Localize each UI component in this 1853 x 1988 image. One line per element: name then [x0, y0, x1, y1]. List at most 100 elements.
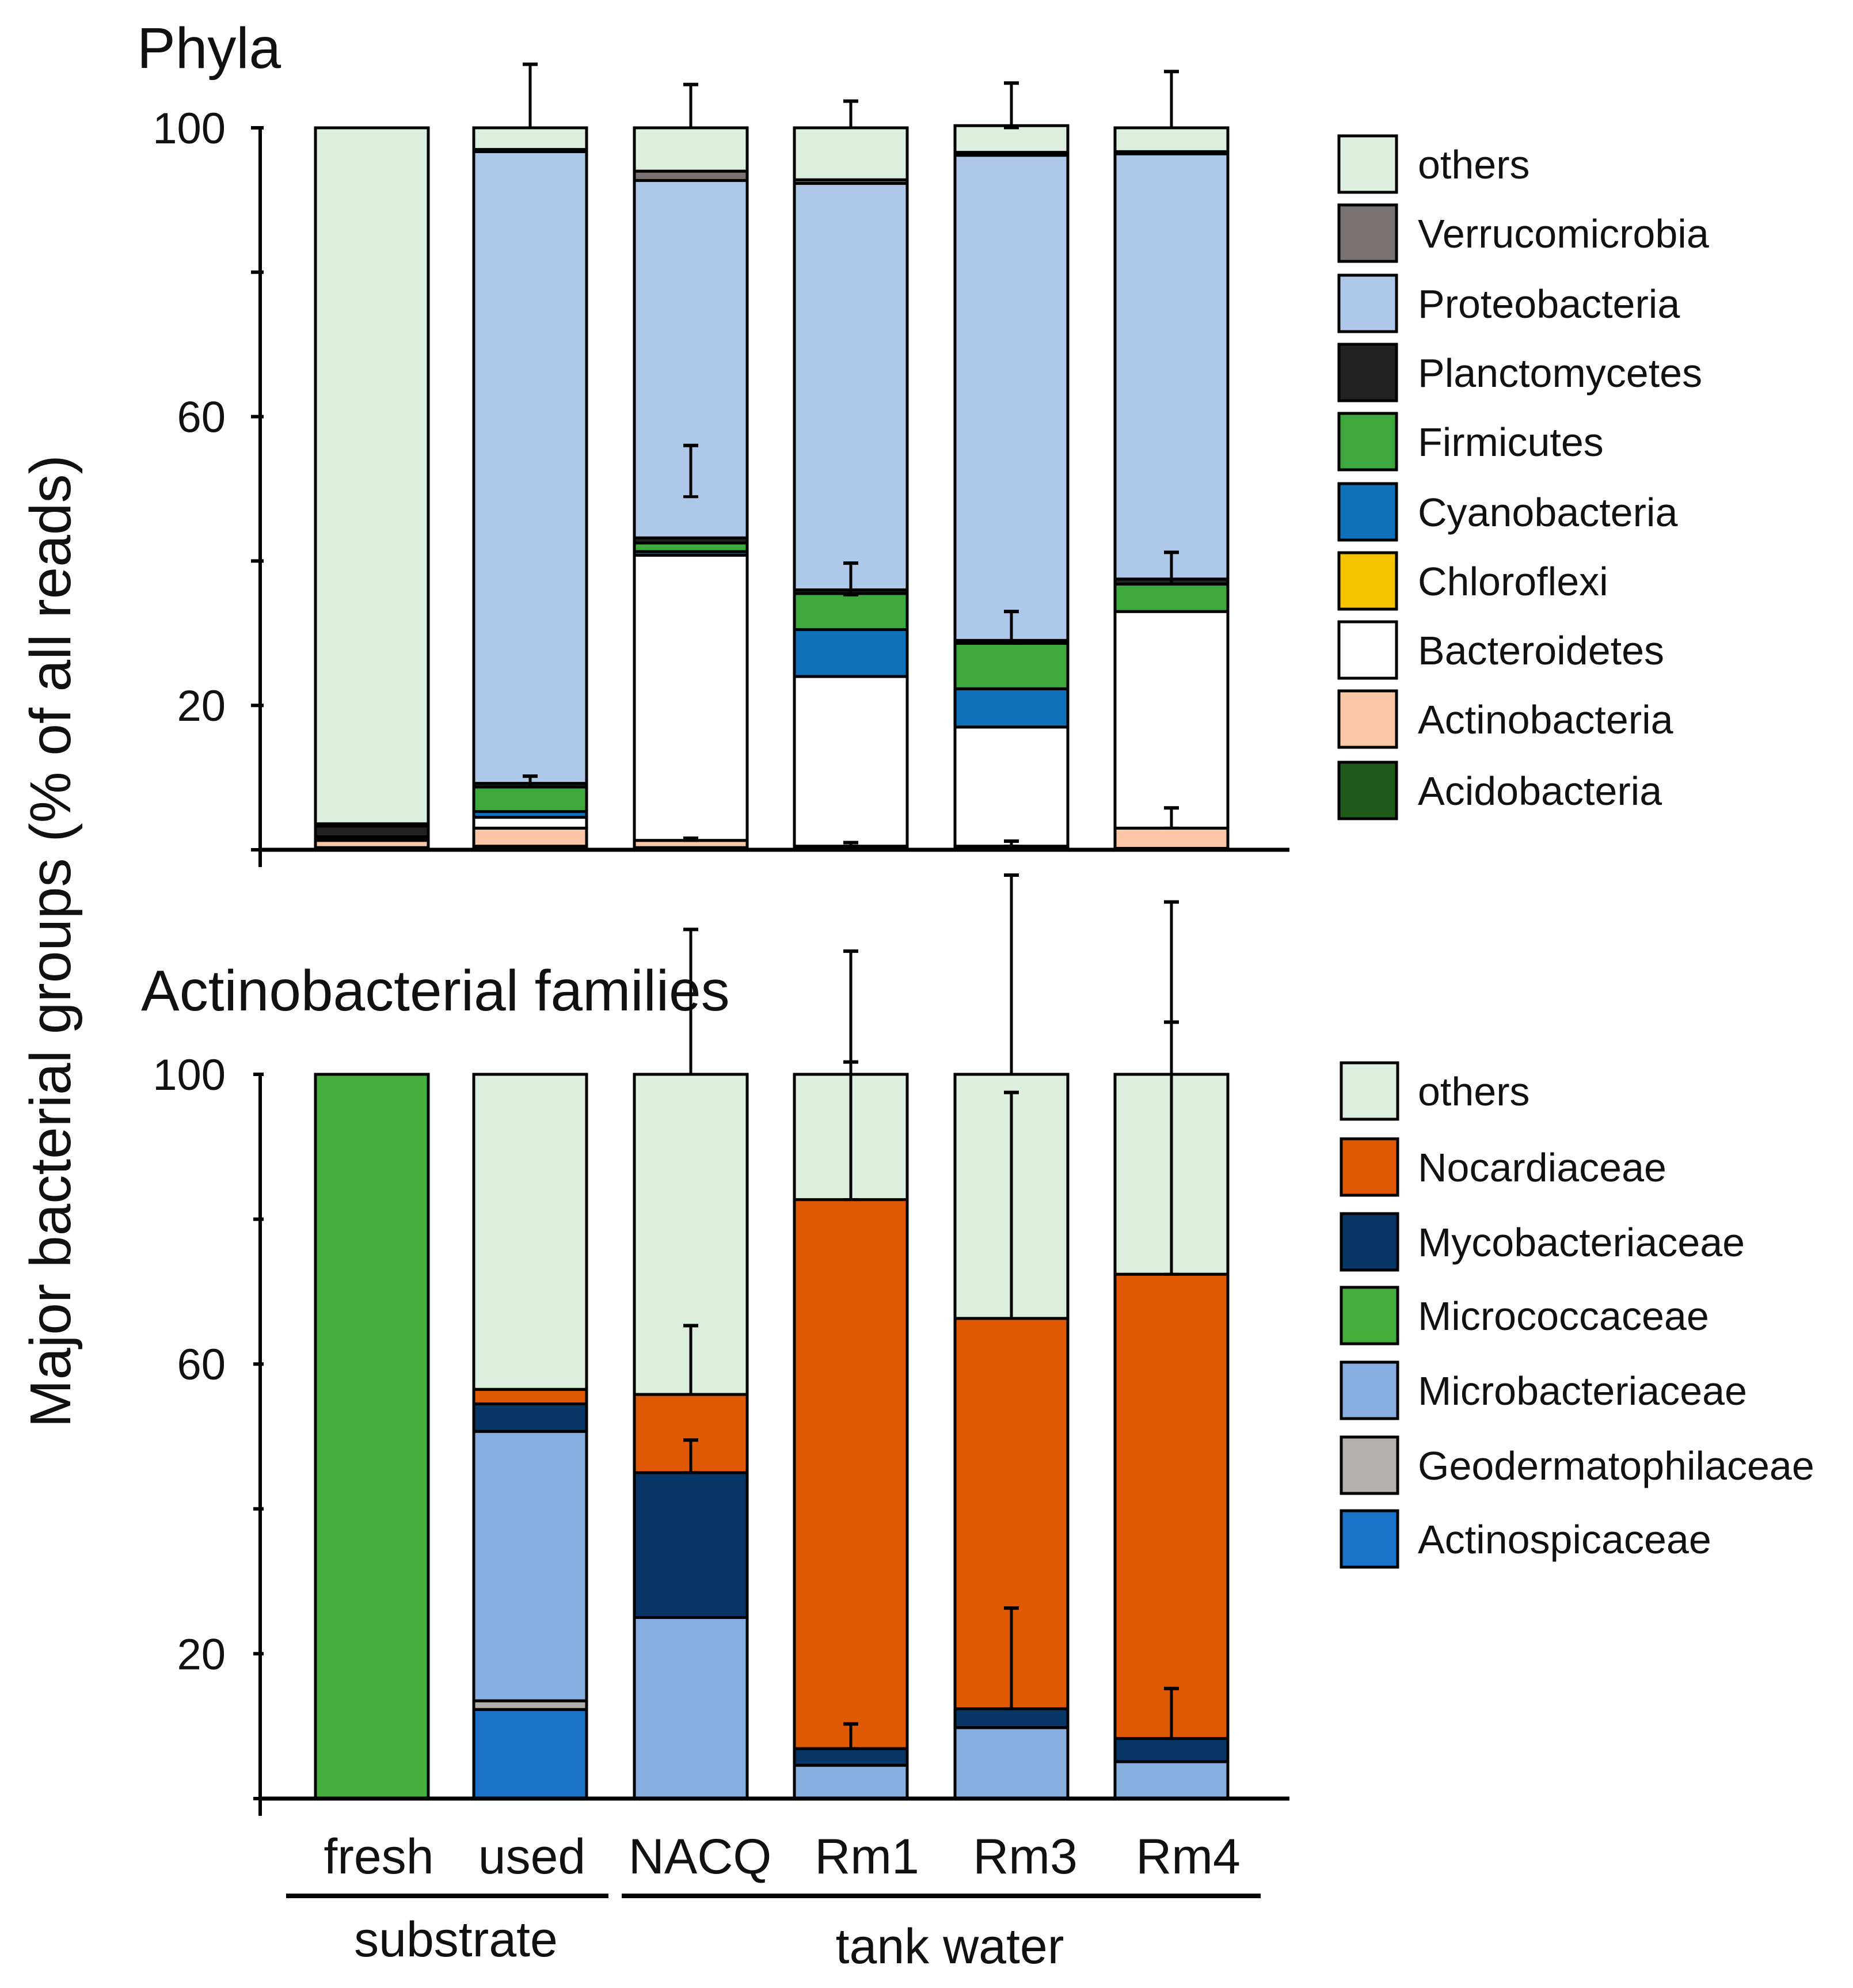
- error-bar-nacq-actinobacteria: [683, 836, 698, 842]
- bar-segment-used-actinospicaceae: [472, 1708, 588, 1800]
- bar-segment-rm1-others: [793, 126, 909, 181]
- legend-label-firmicutes: Firmicutes: [1418, 420, 1604, 465]
- legend-swatch-geodermatophilaceae: [1340, 1435, 1399, 1495]
- legend-swatch-others: [1340, 1061, 1399, 1121]
- legend-swatch-mycobacteriaceae: [1340, 1212, 1399, 1272]
- error-bar-rm3-mycobacteriaceae: [1004, 1606, 1019, 1710]
- bar-segment-used-firmicutes: [472, 785, 588, 814]
- panel-title: Actinobacterial families: [141, 959, 730, 1023]
- phyla-panel: Phyla 20 60 100 others Verrucomicrobia Proteob…: [137, 16, 1709, 867]
- bar-segment-nacq-microbacteriaceae: [633, 1616, 749, 1800]
- bar-segment-rm4-firmicutes: [1113, 583, 1230, 613]
- panel-title: Phyla: [137, 16, 281, 81]
- legend-label-others: others: [1418, 1069, 1530, 1114]
- bar-segment-rm4-mycobacteriaceae: [1113, 1737, 1230, 1763]
- error-bar-nacq-others: [683, 928, 698, 1076]
- error-bar-nacq-mycobacteriaceae: [683, 1438, 698, 1474]
- legend-swatch-planctomycetes: [1337, 343, 1398, 402]
- group-label-tank-water: tank water: [836, 1919, 1064, 1974]
- x-category-label-rm1: Rm1: [815, 1829, 919, 1884]
- error-bar-rm4-actinobacteria: [1164, 806, 1179, 830]
- legend-label-microbacteriaceae: Microbacteriaceae: [1418, 1369, 1747, 1413]
- bar-segment-rm1-firmicutes: [793, 592, 909, 632]
- error-bar-used-firmicutes: [523, 774, 538, 789]
- bar-segment-rm3-cyanobacteria: [953, 687, 1070, 729]
- group-label-substrate: substrate: [354, 1912, 558, 1967]
- bar-segment-rm4-others: [1113, 126, 1230, 153]
- bar-segment-used-mycobacteriaceae: [472, 1402, 588, 1433]
- legend-label-actinospicaceae: Actinospicaceae: [1418, 1517, 1711, 1562]
- bar-segment-rm4-actinobacteria: [1113, 826, 1230, 850]
- legend-swatch-micrococcaceae: [1340, 1286, 1399, 1345]
- bar-segment-rm1-bacteroidetes: [793, 675, 909, 848]
- x-category-label-used: used: [478, 1829, 586, 1884]
- bar-segment-rm3-mycobacteriaceae: [953, 1707, 1070, 1729]
- legend-label-geodermatophilaceae: Geodermatophilaceae: [1418, 1443, 1814, 1488]
- legend-label-verrucomicrobia: Verrucomicrobia: [1418, 211, 1709, 256]
- error-bar-rm1-nocardiaceae: [843, 1060, 858, 1202]
- y-tick-label-60: 60: [177, 1340, 226, 1389]
- y-tick-label-20: 20: [177, 682, 226, 731]
- bar-segment-rm4-bacteroidetes: [1113, 610, 1230, 830]
- bar-segment-used-nocardiaceae: [472, 1388, 588, 1405]
- bar-segment-rm1-mycobacteriaceae: [793, 1747, 909, 1767]
- bar-segment-rm3-firmicutes: [953, 641, 1070, 690]
- legend-swatch-acidobacteria: [1337, 761, 1398, 820]
- error-bar-rm4-mycobacteriaceae: [1164, 1686, 1179, 1740]
- bar-segment-used-bacteroidetes: [472, 816, 588, 830]
- legend-swatch-cyanobacteria: [1337, 482, 1398, 542]
- error-bar-rm4-others: [1164, 70, 1179, 130]
- x-category-label-rm4: Rm4: [1136, 1829, 1241, 1884]
- y-axis-title: Major bacterial groups (% of all reads): [18, 455, 83, 1428]
- legend-label-bacteroidetes: Bacteroidetes: [1418, 628, 1664, 673]
- error-bar-rm1-others: [843, 99, 858, 130]
- legend-label-others: others: [1418, 142, 1530, 187]
- bar-segment-rm3-others: [953, 124, 1070, 154]
- error-bar-rm1-others: [843, 949, 858, 1076]
- bar-segment-fresh-others: [314, 126, 430, 826]
- bar-segment-rm1-proteobacteria: [793, 182, 909, 592]
- bar-segment-nacq-nocardiaceae: [633, 1393, 749, 1474]
- bar-segment-nacq-bacteroidetes: [633, 553, 749, 842]
- bar-segment-rm3-proteobacteria: [953, 154, 1070, 642]
- legend-swatch-bacteroidetes: [1337, 620, 1398, 680]
- legend-label-cyanobacteria: Cyanobacteria: [1418, 490, 1677, 535]
- legend-label-acidobacteria: Acidobacteria: [1418, 769, 1662, 814]
- bar-segment-rm3-microbacteriaceae: [953, 1726, 1070, 1800]
- error-bar-rm1-actinobacteria: [843, 841, 858, 848]
- error-bar-nacq-others: [683, 82, 698, 130]
- bar-segment-rm4-proteobacteria: [1113, 152, 1230, 581]
- legend-swatch-proteobacteria: [1337, 273, 1398, 333]
- x-axis-categories: fresh used NACQ Rm1 Rm3 Rm4 substrate tank wate…: [286, 1829, 1261, 1974]
- legend-swatch-others: [1337, 134, 1398, 194]
- bar-segment-rm1-cyanobacteria: [793, 628, 909, 678]
- error-bar-rm3-actinobacteria: [1004, 839, 1019, 848]
- legend-label-nocardiaceae: Nocardiaceae: [1418, 1145, 1666, 1190]
- error-bar-rm3-nocardiaceae: [1004, 1090, 1019, 1320]
- actinobacterial-families-panel: Actinobacterial families 20 60 100 others Noc…: [141, 873, 1814, 1816]
- bar-segment-used-actinobacteria: [472, 826, 588, 848]
- bar-segment-rm1-microbacteriaceae: [793, 1763, 909, 1800]
- legend-label-proteobacteria: Proteobacteria: [1418, 282, 1680, 326]
- legend-swatch-actinobacteria: [1337, 689, 1398, 749]
- bar-segment-fresh-micrococcaceae: [314, 1073, 430, 1800]
- y-tick-label-100: 100: [153, 1051, 226, 1100]
- y-tick-label-100: 100: [153, 104, 226, 153]
- error-bar-rm1-firmicutes: [843, 561, 858, 596]
- bar-segment-nacq-mycobacteriaceae: [633, 1471, 749, 1619]
- bar-segment-used-microbacteriaceae: [472, 1430, 588, 1702]
- error-bar-rm3-others: [1004, 873, 1019, 1076]
- x-category-label-nacq: NACQ: [629, 1829, 771, 1884]
- legend-swatch-actinospicaceae: [1340, 1509, 1399, 1569]
- bar-segment-used-proteobacteria: [472, 150, 588, 785]
- error-bar-nacq-proteobacteria: [683, 443, 698, 499]
- legend-label-actinobacteria: Actinobacteria: [1418, 697, 1673, 742]
- legend-swatch-firmicutes: [1337, 412, 1398, 472]
- bar-segment-rm4-microbacteriaceae: [1113, 1760, 1230, 1800]
- error-bar-nacq-nocardiaceae: [683, 1324, 698, 1396]
- bar-segment-used-others: [472, 126, 588, 151]
- bar-segment-used-others: [472, 1073, 588, 1391]
- x-category-label-fresh: fresh: [324, 1829, 433, 1884]
- legend-swatch-verrucomicrobia: [1337, 203, 1398, 263]
